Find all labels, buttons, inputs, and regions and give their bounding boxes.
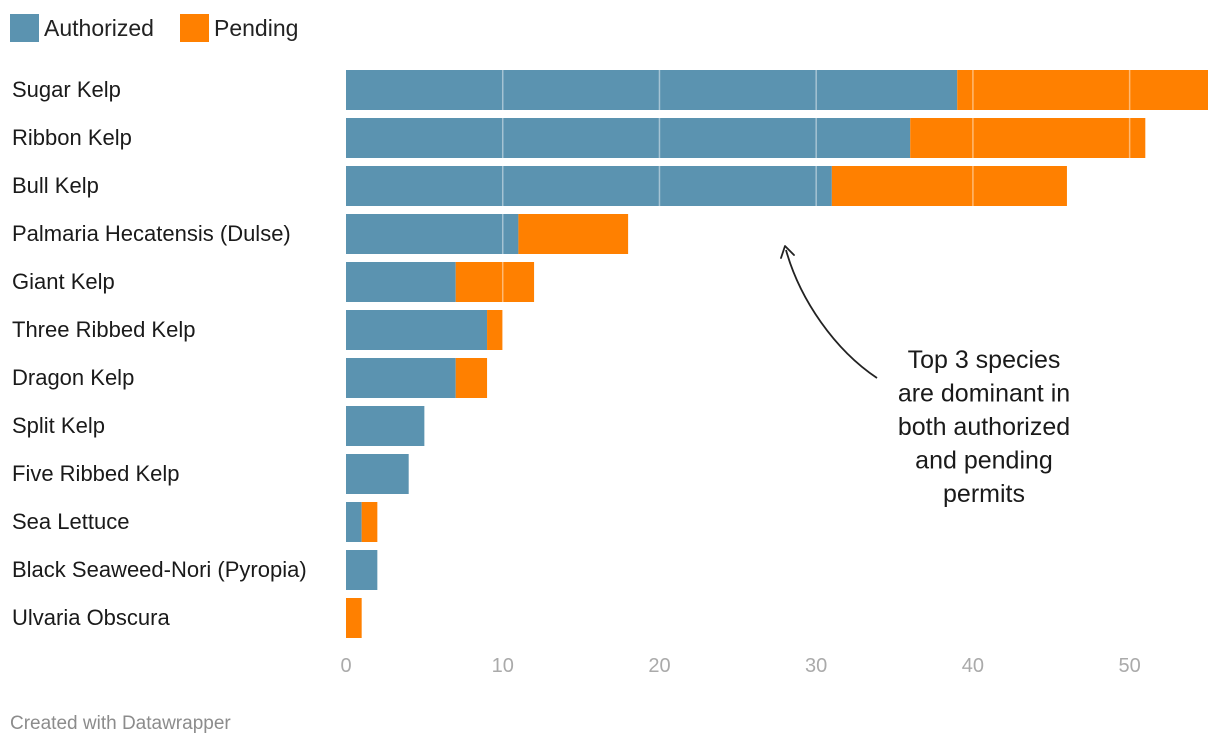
legend: Authorized Pending [10,14,298,42]
bar-pending [910,118,1146,158]
x-tick-label: 30 [805,655,827,677]
bar-authorized [346,214,519,254]
category-label: Sea Lettuce [12,509,129,534]
bar-authorized [346,166,832,206]
x-tick-label: 10 [492,655,514,677]
bar-authorized [346,262,456,302]
bar-authorized [346,550,378,590]
bar-pending [455,358,488,398]
bar-pending [455,262,535,302]
bar-authorized [346,310,488,350]
bar-pending [361,502,378,542]
gridlines [501,70,1131,638]
bar-pending [831,166,1067,206]
x-tick-label: 20 [648,655,670,677]
footer-credit: Created with Datawrapper [10,713,231,734]
bar-authorized [346,502,362,542]
bar-pending [346,598,362,638]
x-axis-ticks: 0 10 20 30 40 50 [340,655,1140,677]
bar-pending [518,214,629,254]
bar-pending [487,310,503,350]
x-tick-label: 50 [1119,655,1141,677]
bar-authorized [346,358,456,398]
legend-swatch-pending [180,14,209,42]
category-label: Sugar Kelp [12,77,121,102]
bar-authorized [346,118,911,158]
annotation-text-line: permits [943,480,1025,508]
legend-label-authorized: Authorized [44,15,154,41]
category-label: Three Ribbed Kelp [12,317,195,342]
bar-authorized [346,454,409,494]
legend-label-pending: Pending [214,15,298,41]
arrow-head-icon [780,245,795,259]
category-label: Split Kelp [12,413,105,438]
category-label: Bull Kelp [12,173,99,198]
bar-authorized [346,70,958,110]
category-label: Dragon Kelp [12,365,134,390]
annotation-text-line: are dominant in [898,380,1070,408]
x-tick-label: 40 [962,655,984,677]
stacked-bar-chart: Authorized Pending Sugar Kelp Ribbon Kelp B… [10,14,1208,677]
bars [346,70,1208,638]
category-labels: Sugar Kelp Ribbon Kelp Bull Kelp Palmaria H… [12,77,307,630]
category-label: Ribbon Kelp [12,125,132,150]
annotation-text-line: and pending [915,447,1053,475]
annotation-arrow [785,249,878,379]
category-label: Black Seaweed-Nori (Pyropia) [12,557,307,582]
category-label: Giant Kelp [12,269,115,294]
bar-pending [957,70,1208,110]
category-label: Palmaria Hecatensis (Dulse) [12,221,291,246]
annotation-text-line: both authorized [898,413,1070,441]
annotation-text-line: Top 3 species [908,346,1061,374]
x-tick-label: 0 [340,655,351,677]
legend-swatch-authorized [10,14,39,42]
annotation: Top 3 species are dominant in both authori… [780,245,1070,508]
bar-authorized [346,406,425,446]
category-label: Ulvaria Obscura [12,605,170,630]
category-label: Five Ribbed Kelp [12,461,180,486]
